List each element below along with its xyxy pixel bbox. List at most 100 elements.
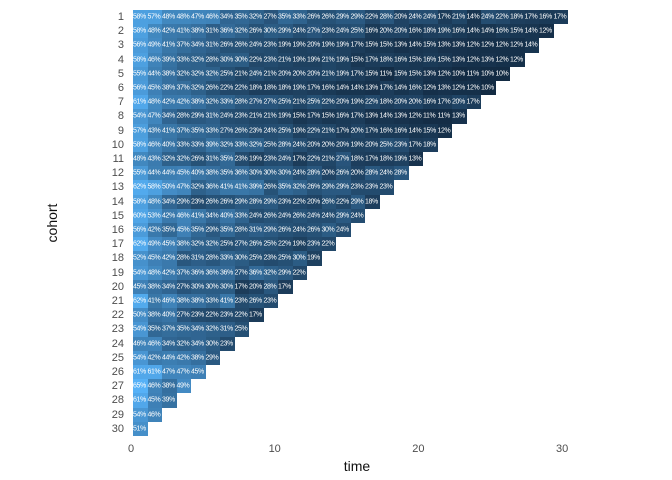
cell-value-label: 15% xyxy=(423,127,436,135)
cell-value-label: 41% xyxy=(162,127,175,135)
cell-value-label: 34% xyxy=(191,41,204,49)
heatmap-cell: 14% xyxy=(394,81,409,96)
heatmap-cell: 10% xyxy=(481,81,496,96)
heatmap-cell: 25% xyxy=(263,237,278,252)
heatmap-cell: 13% xyxy=(437,81,452,96)
cell-value-label: 21% xyxy=(263,112,277,120)
cell-value-label: 39% xyxy=(249,183,262,191)
heatmap-cell: 19% xyxy=(292,123,307,138)
heatmap-cell: 19% xyxy=(321,38,336,53)
cell-value-label: 13% xyxy=(394,41,407,49)
heatmap-cell: 16% xyxy=(394,123,409,138)
cell-value-label: 58% xyxy=(133,198,146,206)
cell-value-label: 15% xyxy=(292,112,306,120)
cell-value-label: 13% xyxy=(452,56,465,64)
heatmap-cell: 26% xyxy=(336,166,351,181)
cell-value-label: 23% xyxy=(263,41,277,49)
cell-value-label: 10% xyxy=(481,84,494,92)
cell-value-label: 25% xyxy=(263,240,277,248)
heatmap-cell: 58% xyxy=(133,137,148,152)
heatmap-cell: 19% xyxy=(292,52,307,67)
heatmap-cell: 44% xyxy=(147,166,162,181)
heatmap-cell: 24% xyxy=(292,137,307,152)
cell-value-label: 20% xyxy=(307,198,320,206)
heatmap-cell: 29% xyxy=(278,24,293,39)
heatmap-cell: 28% xyxy=(205,52,220,67)
heatmap-cell: 22% xyxy=(249,52,264,67)
y-tick-label: 21 xyxy=(111,295,124,307)
x-tick-label: 10 xyxy=(268,443,281,455)
heatmap-cell: 12% xyxy=(408,109,423,124)
heatmap-row: 62% 49% 45% 38% 32% 32% 25% 27% 26% 25% 22% 19% 23% 2… xyxy=(133,237,336,252)
cell-value-label: 13% xyxy=(481,56,494,64)
cell-value-label: 20% xyxy=(292,70,306,78)
cell-value-label: 22% xyxy=(220,84,233,92)
heatmap-cell: 22% xyxy=(205,308,220,323)
cell-value-label: 32% xyxy=(191,56,204,64)
x-tick-label: 30 xyxy=(555,443,569,455)
heatmap-cell: 17% xyxy=(379,81,394,96)
heatmap-cell: 32% xyxy=(162,152,177,167)
heatmap-cell: 38% xyxy=(191,24,206,39)
heatmap-cell: 25% xyxy=(350,24,365,39)
cell-value-label: 12% xyxy=(539,27,552,35)
cell-value-label: 29% xyxy=(176,198,190,206)
cell-value-label: 42% xyxy=(162,212,175,220)
heatmap-cell: 20% xyxy=(307,66,322,81)
heatmap-cell: 37% xyxy=(176,265,191,280)
cell-value-label: 38% xyxy=(147,283,161,291)
heatmap-cell: 25% xyxy=(379,137,394,152)
cell-value-label: 46% xyxy=(147,382,161,390)
heatmap-cell: 12% xyxy=(495,38,510,53)
heatmap-cell: 40% xyxy=(162,137,177,152)
x-axis-title: time xyxy=(343,458,371,474)
heatmap-cell: 25% xyxy=(249,251,264,266)
heatmap-row: 56% 49% 41% 37% 34% 31% 26% 26% 24% 23% 19% 19% 20% 1… xyxy=(133,38,539,53)
heatmap-cell: 43% xyxy=(147,123,162,138)
cell-value-label: 19% xyxy=(394,155,407,163)
cell-value-label: 27% xyxy=(336,155,349,163)
cell-value-label: 32% xyxy=(205,98,219,106)
heatmap-cell: 17% xyxy=(350,38,365,53)
cell-value-label: 17% xyxy=(249,311,262,319)
cell-value-label: 49% xyxy=(147,41,161,49)
cell-value-label: 17% xyxy=(365,155,378,163)
cell-value-label: 47% xyxy=(176,368,190,376)
cell-value-label: 38% xyxy=(205,169,219,177)
cell-value-label: 45% xyxy=(176,169,190,177)
heatmap-row: 58% 57% 48% 48% 47% 46% 34% 35% 32% 27% 35% 33% 26% 2… xyxy=(133,10,568,25)
cell-value-label: 29% xyxy=(263,198,277,206)
heatmap-cell: 20% xyxy=(408,95,423,110)
cell-value-label: 36% xyxy=(234,169,248,177)
cell-value-label: 38% xyxy=(191,297,204,305)
cell-value-label: 17% xyxy=(524,13,538,21)
heatmap-cell: 26% xyxy=(307,10,322,25)
heatmap-cell: 21% xyxy=(321,123,336,138)
cell-value-label: 12% xyxy=(452,84,465,92)
heatmap-cell: 26% xyxy=(220,38,235,53)
cell-value-label: 17% xyxy=(379,84,393,92)
cell-value-label: 54% xyxy=(133,269,146,277)
heatmap-cell: 31% xyxy=(220,322,235,337)
heatmap-cell: 25% xyxy=(263,137,278,152)
cell-value-label: 24% xyxy=(292,141,306,149)
heatmap-cell: 23% xyxy=(191,194,206,209)
heatmap-cell: 35% xyxy=(234,10,249,25)
cell-value-label: 24% xyxy=(278,155,291,163)
cell-value-label: 20% xyxy=(350,127,364,135)
cell-value-label: 35% xyxy=(191,226,204,234)
heatmap-cell: 22% xyxy=(365,95,380,110)
heatmap-cell: 24% xyxy=(321,208,336,223)
cell-value-label: 28% xyxy=(234,226,248,234)
heatmap-cell: 46% xyxy=(147,52,162,67)
cell-value-label: 33% xyxy=(176,141,190,149)
heatmap-row: 65% 46% 38% 49% xyxy=(133,379,191,394)
cell-value-label: 26% xyxy=(307,13,320,21)
cell-value-label: 34% xyxy=(220,13,233,21)
cell-value-label: 19% xyxy=(249,155,262,163)
heatmap-cell: 38% xyxy=(205,166,220,181)
cell-value-label: 47% xyxy=(191,13,204,21)
cell-value-label: 26% xyxy=(249,297,262,305)
heatmap-cell: 56% xyxy=(133,38,148,53)
cell-value-label: 14% xyxy=(466,13,480,21)
